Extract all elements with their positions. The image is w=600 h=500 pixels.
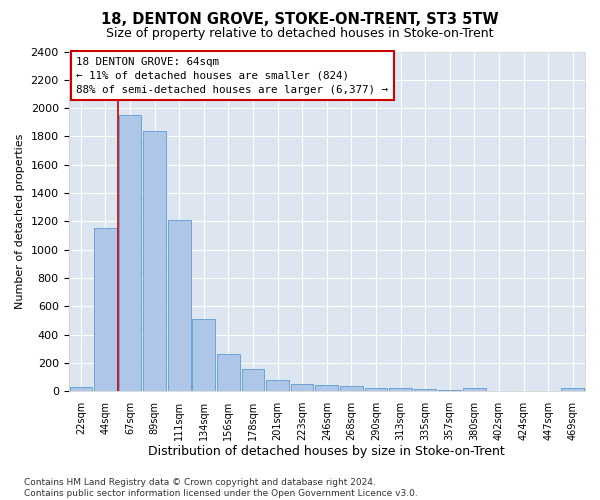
Text: Contains HM Land Registry data © Crown copyright and database right 2024.
Contai: Contains HM Land Registry data © Crown c… [24, 478, 418, 498]
X-axis label: Distribution of detached houses by size in Stoke-on-Trent: Distribution of detached houses by size … [148, 444, 505, 458]
Bar [562, 388, 584, 391]
Text: 18 DENTON GROVE: 64sqm
← 11% of detached houses are smaller (824)
88% of semi-de: 18 DENTON GROVE: 64sqm ← 11% of detached… [76, 56, 388, 94]
Bar [193, 319, 215, 391]
Bar [340, 386, 362, 391]
Text: Size of property relative to detached houses in Stoke-on-Trent: Size of property relative to detached ho… [106, 28, 494, 40]
Bar [242, 370, 264, 391]
Bar [389, 388, 412, 391]
Bar [143, 131, 166, 391]
Bar [266, 380, 289, 391]
Bar [70, 387, 92, 391]
Bar [488, 390, 510, 391]
Bar [316, 385, 338, 391]
Bar [291, 384, 313, 391]
Bar [94, 228, 117, 391]
Bar [537, 390, 559, 391]
Bar [119, 115, 142, 391]
Bar [414, 389, 436, 391]
Bar [168, 220, 191, 391]
Bar [512, 390, 535, 391]
Bar [439, 390, 461, 391]
Bar [217, 354, 240, 391]
Bar [463, 388, 485, 391]
Text: 18, DENTON GROVE, STOKE-ON-TRENT, ST3 5TW: 18, DENTON GROVE, STOKE-ON-TRENT, ST3 5T… [101, 12, 499, 28]
Bar [365, 388, 387, 391]
Y-axis label: Number of detached properties: Number of detached properties [15, 134, 25, 309]
